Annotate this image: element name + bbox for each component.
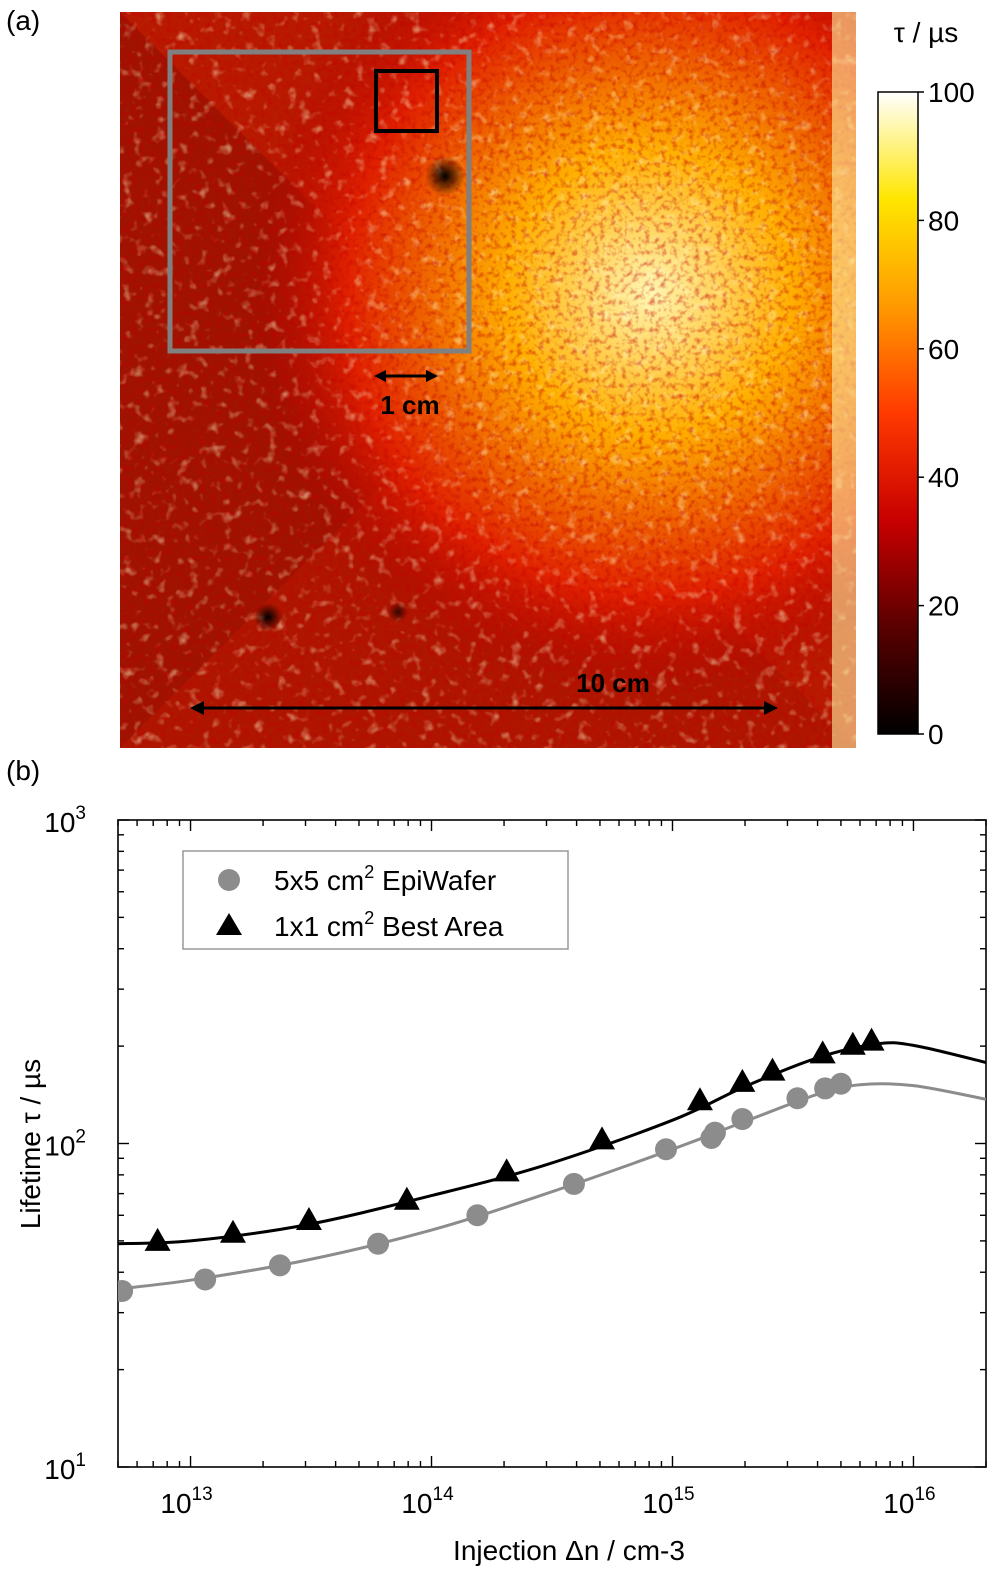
data-point-best-area bbox=[759, 1057, 786, 1081]
data-point-best-area bbox=[858, 1027, 885, 1051]
lifetime-map bbox=[120, 12, 856, 748]
y-tick-label: 103 bbox=[44, 803, 86, 838]
data-point-epiwafer bbox=[655, 1138, 678, 1161]
colorbar-title: τ / µs bbox=[894, 17, 959, 48]
black-region-box bbox=[374, 69, 439, 133]
colorbar-gradient bbox=[877, 91, 919, 735]
panel-b-label: (b) bbox=[6, 755, 40, 786]
colorbar-tick-label: 0 bbox=[928, 719, 944, 750]
data-point-best-area bbox=[686, 1087, 713, 1111]
data-point-epiwafer bbox=[118, 1279, 134, 1302]
scale-bar-10cm: 10 cm bbox=[190, 668, 778, 715]
scale-bar-1cm: 1 cm bbox=[374, 370, 440, 420]
x-axis-label: Injection Δn / cm-3 bbox=[453, 1535, 685, 1566]
data-point-best-area bbox=[839, 1031, 866, 1055]
legend-marker-circle bbox=[218, 869, 240, 891]
scale-label-10cm: 10 cm bbox=[576, 668, 650, 698]
colorbar-tick-label: 100 bbox=[928, 77, 975, 108]
data-point-best-area bbox=[295, 1207, 322, 1231]
data-point-best-area bbox=[729, 1068, 756, 1092]
legend: 5x5 cm2 EpiWafer 1x1 cm2 Best Area bbox=[182, 850, 569, 950]
legend-label-epiwafer: 5x5 cm2 EpiWafer bbox=[274, 862, 496, 896]
data-point-best-area bbox=[493, 1158, 520, 1182]
fit-curve-epiwafer bbox=[118, 1082, 986, 1291]
x-tick-label: 1015 bbox=[642, 1484, 694, 1519]
data-point-best-area bbox=[219, 1219, 246, 1243]
colorbar: τ / µs 100 80 60 40 20 0 bbox=[877, 17, 975, 750]
data-point-epiwafer bbox=[731, 1108, 754, 1131]
legend-marker-triangle bbox=[216, 913, 242, 935]
x-tick-label: 1016 bbox=[883, 1484, 935, 1519]
data-point-epiwafer bbox=[562, 1172, 585, 1195]
data-point-epiwafer bbox=[466, 1204, 489, 1227]
data-point-epiwafer bbox=[786, 1087, 809, 1110]
scale-label-1cm: 1 cm bbox=[380, 390, 439, 420]
x-tick-label: 1013 bbox=[160, 1484, 212, 1519]
y-tick-label: 101 bbox=[44, 1450, 86, 1485]
panel-a-label: (a) bbox=[6, 5, 40, 36]
data-point-best-area bbox=[144, 1227, 171, 1251]
colorbar-tick-label: 80 bbox=[928, 205, 959, 236]
gray-region-box bbox=[167, 49, 472, 354]
data-point-best-area bbox=[589, 1126, 616, 1150]
data-point-best-area bbox=[809, 1040, 836, 1064]
legend-label-best-area: 1x1 cm2 Best Area bbox=[274, 908, 504, 942]
data-point-best-area bbox=[393, 1186, 420, 1210]
y-axis-label: Lifetime τ / µs bbox=[15, 1059, 46, 1229]
colorbar-tick-label: 20 bbox=[928, 591, 959, 622]
data-point-epiwafer bbox=[367, 1232, 390, 1255]
colorbar-tick-label: 40 bbox=[928, 462, 959, 493]
data-point-epiwafer bbox=[703, 1121, 726, 1144]
data-point-epiwafer bbox=[268, 1254, 291, 1277]
legend-box bbox=[182, 850, 569, 950]
x-tick-label: 1014 bbox=[401, 1484, 454, 1519]
data-point-epiwafer bbox=[829, 1072, 852, 1095]
data-point-epiwafer bbox=[194, 1268, 217, 1291]
y-tick-label: 102 bbox=[44, 1127, 86, 1162]
colorbar-tick-label: 60 bbox=[928, 334, 959, 365]
